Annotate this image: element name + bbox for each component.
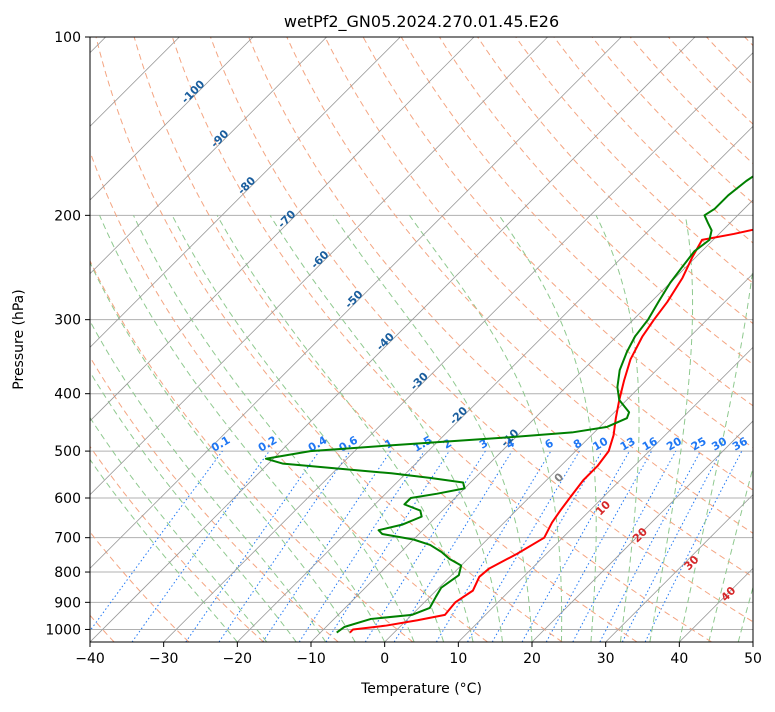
x-tick-label: 50 (744, 651, 762, 667)
x-tick-label: −30 (149, 651, 179, 667)
x-tick-label: 20 (523, 651, 541, 667)
x-tick-label: 10 (449, 651, 467, 667)
y-tick-label: 800 (54, 565, 81, 581)
x-axis-title: Temperature (°C) (360, 681, 482, 697)
y-tick-label: 900 (54, 595, 81, 611)
x-tick-label: 40 (670, 651, 688, 667)
y-tick-label: 700 (54, 531, 81, 547)
x-tick-label: 30 (597, 651, 615, 667)
y-tick-label: 300 (54, 313, 81, 329)
y-tick-label: 400 (54, 387, 81, 403)
y-tick-label: 100 (54, 30, 81, 46)
y-axis-title: Pressure (hPa) (11, 289, 27, 389)
x-tick-label: −40 (75, 651, 105, 667)
x-tick-label: 0 (380, 651, 389, 667)
x-tick-label: −10 (296, 651, 326, 667)
y-tick-label: 1000 (45, 622, 81, 638)
y-tick-label: 200 (54, 208, 81, 224)
y-tick-label: 600 (54, 491, 81, 507)
y-tick-label: 500 (54, 444, 81, 460)
chart-title: wetPf2_GN05.2024.270.01.45.E26 (284, 12, 559, 32)
x-tick-label: −20 (223, 651, 253, 667)
